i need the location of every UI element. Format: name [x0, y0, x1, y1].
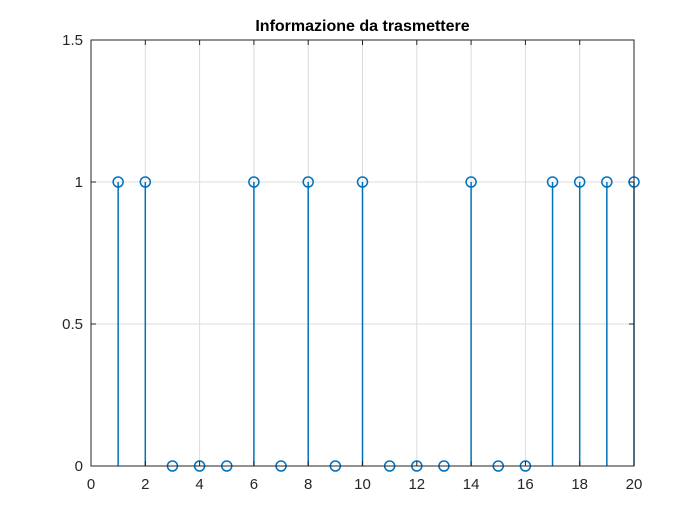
x-tick-label: 4	[195, 476, 203, 493]
y-tick-label: 1.5	[62, 32, 83, 49]
chart-title: Informazione da trasmettere	[255, 18, 469, 35]
stem-marker	[248, 176, 260, 188]
stem-marker	[546, 176, 559, 188]
y-axis-ticks: 0 0.5 1 1.5	[62, 32, 634, 475]
x-tick-label: 8	[304, 476, 312, 493]
x-tick-label: 16	[517, 476, 534, 493]
stem-marker	[573, 176, 586, 188]
x-tick-label: 0	[87, 476, 95, 493]
x-tick-label: 12	[408, 476, 425, 493]
y-tick-label: 0	[75, 458, 83, 475]
x-tick-label: 6	[250, 476, 258, 493]
x-tick-label: 14	[463, 476, 480, 493]
x-tick-label: 18	[571, 476, 588, 493]
x-tick-label: 10	[354, 476, 371, 493]
x-axis-ticks: 0 2 4 6 8 10 12 14 16 18 20	[87, 40, 643, 493]
x-tick-label: 2	[141, 476, 149, 493]
y-tick-label: 1	[75, 174, 83, 191]
x-tick-label: 20	[626, 476, 643, 493]
stem-marker	[112, 176, 124, 188]
stem-marker	[356, 176, 369, 188]
stem-marker	[465, 176, 477, 188]
stem-marker	[601, 176, 613, 188]
y-tick-label: 0.5	[62, 316, 83, 333]
stem-marker	[139, 176, 152, 188]
stem-marker	[302, 176, 314, 188]
